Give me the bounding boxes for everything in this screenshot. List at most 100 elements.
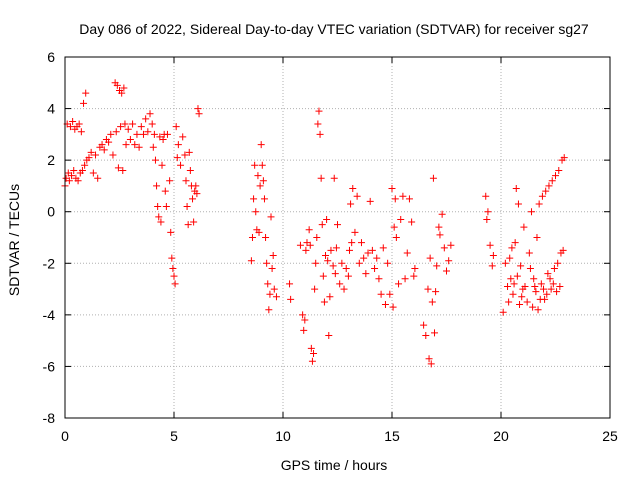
data-point [322, 252, 330, 260]
data-point [68, 172, 76, 180]
data-point [548, 177, 556, 185]
data-point [70, 166, 78, 174]
data-point [260, 195, 268, 203]
data-point [153, 182, 161, 190]
data-point [112, 128, 120, 136]
data-point [75, 120, 83, 128]
data-point [499, 308, 507, 316]
data-point [440, 244, 448, 252]
data-point [543, 290, 551, 298]
data-point [250, 195, 258, 203]
data-point [124, 125, 132, 133]
y-tick-label: -2 [43, 255, 56, 271]
data-point [342, 264, 350, 272]
data-point [150, 130, 158, 138]
data-point [169, 264, 177, 272]
data-point [325, 331, 333, 339]
data-point [306, 241, 314, 249]
data-point [397, 215, 405, 223]
data-point [546, 275, 554, 283]
data-point [538, 192, 546, 200]
data-point [542, 187, 550, 195]
data-point [411, 264, 419, 272]
data-point [252, 208, 260, 216]
data-point [520, 223, 528, 231]
data-point [109, 151, 117, 159]
data-point [559, 246, 567, 254]
data-point [100, 146, 108, 154]
data-point [92, 151, 100, 159]
data-points [61, 79, 568, 368]
data-point [362, 270, 370, 278]
data-point [168, 254, 176, 262]
data-point [349, 185, 357, 193]
data-point [139, 130, 147, 138]
data-point [327, 246, 335, 254]
data-point [516, 301, 524, 309]
data-point [528, 208, 536, 216]
data-point [264, 280, 272, 288]
data-point [364, 249, 372, 257]
data-point [447, 241, 455, 249]
data-point [117, 123, 125, 131]
data-point [87, 148, 95, 156]
data-point [296, 241, 304, 249]
x-axis-label: GPS time / hours [281, 457, 388, 473]
data-point [381, 301, 389, 309]
data-point [255, 228, 263, 236]
y-axis-label: SDTVAR / TECUs [6, 184, 22, 296]
data-point [484, 208, 492, 216]
data-point [512, 185, 520, 193]
data-point [311, 285, 319, 293]
data-point [184, 221, 192, 229]
data-point [395, 280, 403, 288]
data-point [146, 110, 154, 118]
data-point [366, 197, 374, 205]
data-point [182, 177, 190, 185]
x-tick-label: 25 [602, 428, 618, 444]
data-point [384, 259, 392, 267]
data-point [319, 272, 327, 280]
data-point [192, 182, 200, 190]
data-point [486, 241, 494, 249]
data-point [113, 81, 121, 89]
data-point [431, 329, 439, 337]
data-point [555, 166, 563, 174]
x-tick-label: 5 [170, 428, 178, 444]
data-point [194, 105, 202, 113]
data-point [248, 234, 256, 241]
data-point [371, 264, 379, 272]
data-point [533, 234, 541, 241]
data-point [185, 148, 193, 156]
data-point [488, 262, 496, 270]
data-point [534, 306, 542, 314]
data-point [186, 166, 194, 174]
data-point [154, 203, 162, 211]
data-point [353, 192, 361, 200]
y-tick-label: 0 [47, 204, 55, 220]
data-point [399, 192, 407, 200]
x-tick-label: 0 [61, 428, 69, 444]
data-point [357, 239, 365, 247]
data-point [174, 141, 182, 149]
data-point [308, 357, 316, 365]
data-point [265, 306, 273, 314]
y-tick-label: -4 [43, 307, 56, 323]
data-point [183, 203, 191, 211]
data-point [80, 99, 88, 107]
data-point [537, 280, 545, 288]
data-point [315, 107, 323, 115]
data-point [529, 303, 537, 311]
data-point [355, 259, 363, 267]
data-point [390, 223, 398, 231]
data-point [254, 172, 262, 180]
data-point [521, 282, 529, 290]
data-point [482, 192, 490, 200]
data-point [386, 290, 394, 298]
data-point [266, 290, 274, 298]
data-point [66, 123, 74, 131]
data-point [351, 228, 359, 236]
data-point [81, 161, 89, 169]
data-point [305, 226, 313, 234]
data-point [433, 262, 441, 270]
